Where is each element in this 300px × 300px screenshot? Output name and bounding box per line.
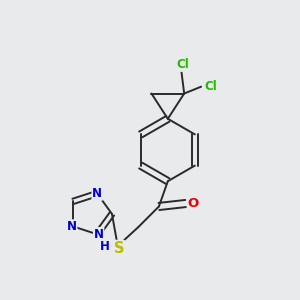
- Text: H: H: [100, 240, 110, 253]
- Text: N: N: [94, 228, 104, 241]
- Text: Cl: Cl: [205, 80, 217, 93]
- Text: Cl: Cl: [176, 58, 189, 71]
- Text: S: S: [113, 241, 124, 256]
- Text: N: N: [92, 187, 102, 200]
- Text: O: O: [188, 197, 199, 210]
- Text: N: N: [67, 220, 77, 233]
